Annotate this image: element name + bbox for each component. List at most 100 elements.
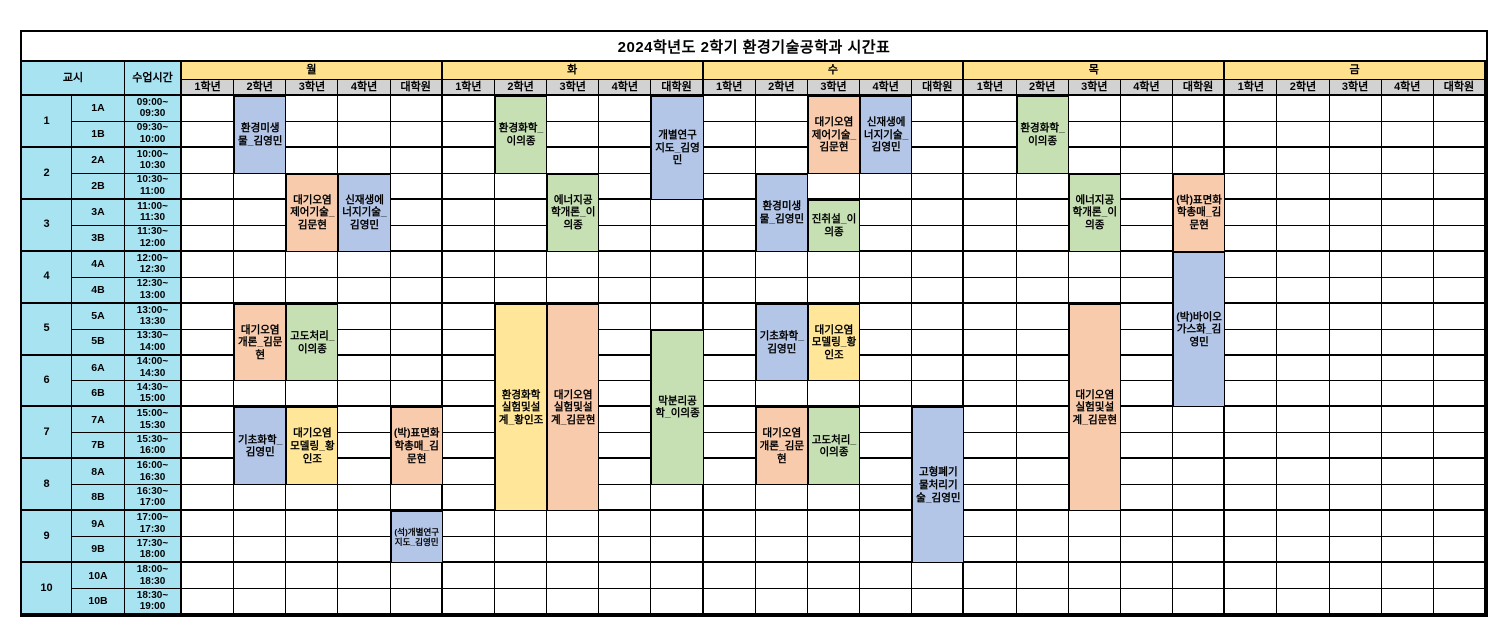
empty-cell — [1225, 407, 1278, 434]
empty-cell — [338, 147, 391, 174]
course-cell[interactable]: (박)표면화학총매_김문현 — [390, 407, 443, 486]
empty-cell — [1381, 589, 1434, 615]
course-cell[interactable]: 고도처리_이의종 — [807, 407, 861, 486]
time-cell: 11:00~ 11:30 — [125, 199, 182, 226]
empty-cell — [442, 589, 495, 615]
course-cell[interactable]: 에너지공학개론_이의종 — [547, 173, 600, 252]
empty-cell — [338, 433, 391, 460]
time-cell: 10:30~ 11:00 — [125, 173, 182, 200]
empty-cell — [234, 199, 287, 226]
course-cell[interactable]: 대기오염모델링_황인조 — [807, 303, 861, 382]
empty-cell — [1277, 563, 1330, 590]
empty-cell — [703, 199, 756, 226]
course-cell[interactable]: 대기오염개론_김문현 — [755, 407, 808, 486]
empty-cell — [651, 563, 704, 590]
grade-header: 3학년 — [1329, 80, 1382, 96]
empty-cell — [234, 251, 287, 278]
empty-cell — [182, 355, 235, 382]
empty-cell — [286, 511, 339, 538]
empty-cell — [182, 589, 235, 615]
empty-cell — [1433, 459, 1486, 486]
empty-cell — [1433, 96, 1486, 122]
empty-cell — [1173, 121, 1226, 148]
empty-cell — [286, 381, 339, 408]
grade-header: 4학년 — [860, 80, 913, 96]
course-cell[interactable]: 신재생에너지기술_김영민 — [338, 173, 391, 252]
empty-cell — [1225, 173, 1278, 200]
empty-cell — [703, 433, 756, 460]
course-cell[interactable]: (석)개별연구지도_김영민 — [390, 511, 443, 564]
course-cell[interactable]: 환경화학_이의종 — [1016, 96, 1069, 174]
empty-cell — [286, 121, 339, 148]
empty-cell — [1173, 563, 1226, 590]
course-cell[interactable]: 대기오염모델링_황인조 — [286, 407, 339, 486]
empty-cell — [1329, 563, 1382, 590]
empty-cell — [964, 589, 1017, 615]
empty-cell — [442, 277, 495, 304]
course-cell[interactable]: 진취설_이의종 — [807, 199, 861, 252]
empty-cell — [442, 251, 495, 278]
empty-cell — [1277, 251, 1330, 278]
subperiod-cell: 4B — [72, 277, 125, 304]
course-cell[interactable]: 대기오염실험및설계_김문현 — [1068, 303, 1121, 512]
empty-cell — [494, 277, 548, 304]
empty-cell — [1277, 381, 1330, 408]
course-cell[interactable]: 대기오염제어기술_김문현 — [286, 173, 339, 252]
empty-cell — [860, 225, 913, 252]
course-cell[interactable]: 신재생에너지기술_김영민 — [860, 96, 913, 174]
course-cell[interactable]: 막분리공학_이의종 — [651, 329, 704, 486]
subperiod-cell: 8A — [72, 459, 125, 486]
empty-cell — [442, 407, 495, 434]
course-cell[interactable]: (박)표면화학총매_김문현 — [1173, 173, 1226, 252]
empty-cell — [912, 173, 965, 200]
empty-cell — [494, 511, 548, 538]
course-cell[interactable]: 고형폐기물처리기술_김영민 — [912, 407, 965, 564]
empty-cell — [807, 589, 861, 615]
subperiod-cell: 1A — [72, 96, 125, 122]
empty-cell — [1120, 329, 1174, 356]
empty-cell — [1381, 485, 1434, 512]
empty-cell — [390, 303, 443, 330]
empty-cell — [599, 303, 652, 330]
course-cell[interactable]: 환경화학실험및설계_황인조 — [494, 303, 548, 512]
empty-cell — [703, 355, 756, 382]
empty-cell — [912, 199, 965, 226]
grade-header: 1학년 — [1225, 80, 1278, 96]
course-cell[interactable]: 대기오염제어기술_김문현 — [807, 96, 861, 174]
empty-cell — [442, 329, 495, 356]
empty-cell — [1433, 303, 1486, 330]
empty-cell — [547, 511, 600, 538]
empty-cell — [860, 537, 913, 564]
course-cell[interactable]: 개별연구지도_김영민 — [651, 96, 704, 200]
empty-cell — [651, 511, 704, 538]
course-cell[interactable]: (박)바이오가스화_김영민 — [1173, 251, 1226, 408]
course-cell[interactable]: 환경미생물_김영민 — [755, 173, 808, 252]
empty-cell — [703, 96, 756, 122]
empty-cell — [1277, 589, 1330, 615]
empty-cell — [182, 511, 235, 538]
empty-cell — [1120, 459, 1174, 486]
empty-cell — [651, 225, 704, 252]
empty-cell — [1225, 329, 1278, 356]
empty-cell — [964, 563, 1017, 590]
grade-header: 대학원 — [912, 80, 965, 96]
course-cell[interactable]: 대기오염실험및설계_김문현 — [547, 303, 600, 512]
course-cell[interactable]: 에너지공학개론_이의종 — [1068, 173, 1121, 252]
course-cell[interactable]: 대기오염개론_김문현 — [234, 303, 287, 382]
empty-cell — [1225, 563, 1278, 590]
empty-cell — [1173, 589, 1226, 615]
empty-cell — [234, 537, 287, 564]
empty-cell — [755, 537, 808, 564]
empty-cell — [1068, 537, 1121, 564]
time-cell: 09:00~ 09:30 — [125, 96, 182, 122]
empty-cell — [182, 381, 235, 408]
course-cell[interactable]: 기초화학_김영민 — [234, 407, 287, 486]
course-cell[interactable]: 환경화학_이의종 — [494, 96, 548, 174]
empty-cell — [442, 96, 495, 122]
subperiod-cell: 6B — [72, 381, 125, 408]
course-cell[interactable]: 기초화학_김영민 — [755, 303, 808, 382]
empty-cell — [1329, 329, 1382, 356]
course-cell[interactable]: 고도처리_이의종 — [286, 303, 339, 382]
course-cell[interactable]: 환경미생물_김영민 — [234, 96, 287, 174]
empty-cell — [1120, 303, 1174, 330]
